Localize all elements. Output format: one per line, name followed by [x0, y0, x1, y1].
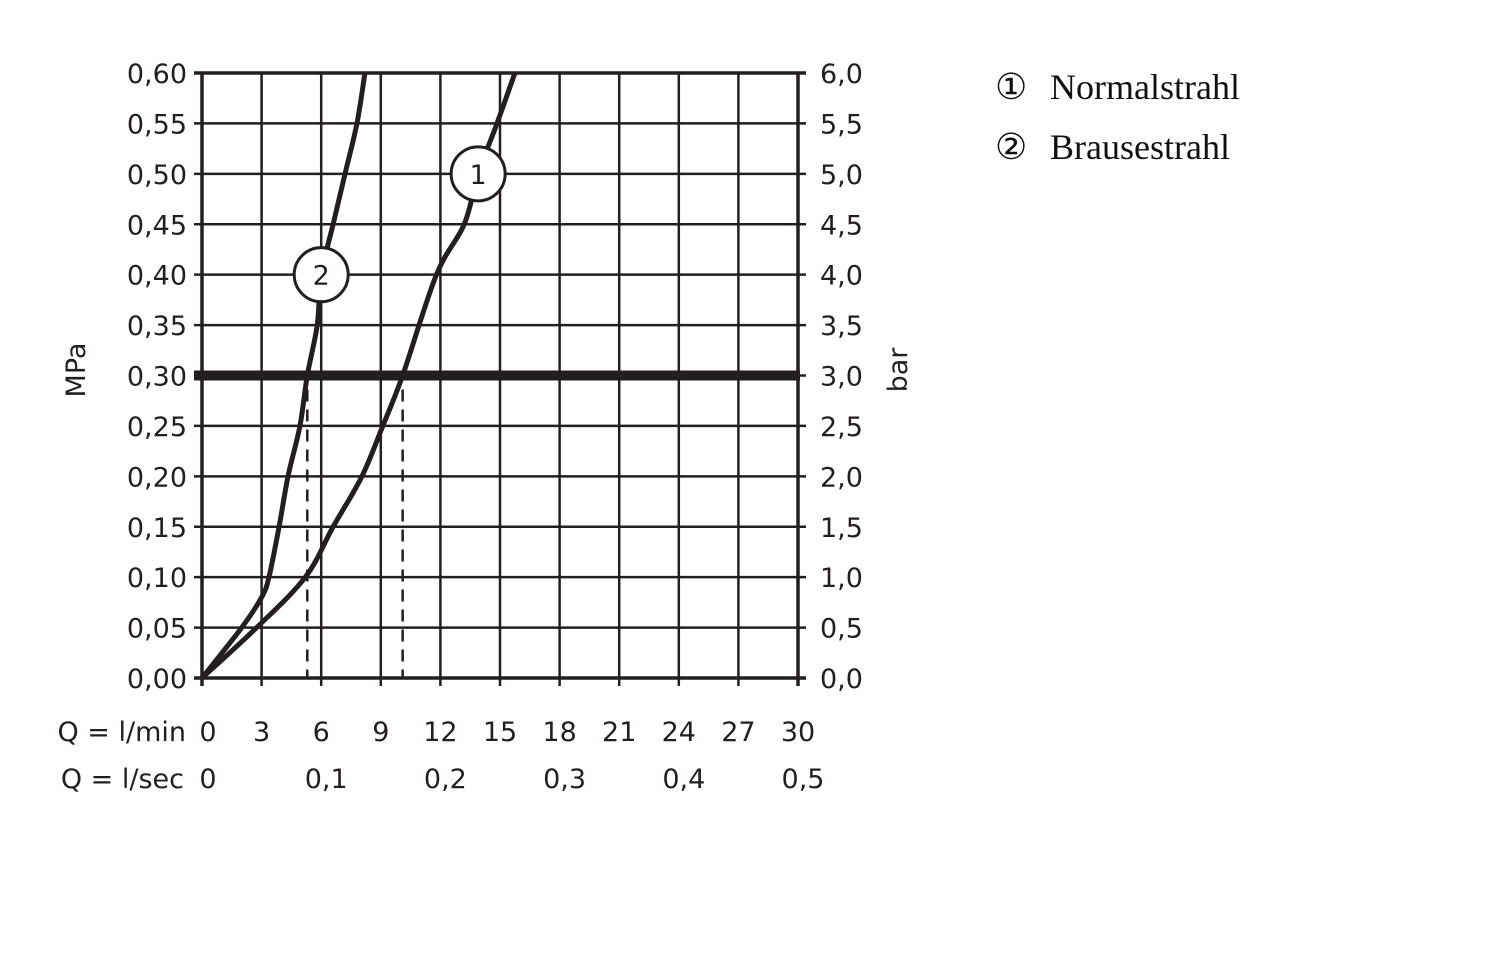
y-tick-label-left: 0,55 [127, 109, 187, 140]
x-tick-label-lsec: 0,5 [782, 764, 825, 795]
y-tick-label-left: 0,15 [127, 513, 187, 544]
series-marker-circle [449, 145, 507, 203]
y-axis-label-left: MPa [61, 343, 92, 398]
y-tick-label-right: 2,0 [820, 462, 863, 493]
series-marker-circle [292, 246, 350, 304]
legend-item-brausestrahl: ② Brausestrahl [995, 127, 1230, 167]
x-tick-label-lmin: 21 [602, 717, 636, 748]
legend-item-normalstrahl: ① Normalstrahl [995, 67, 1240, 107]
y-tick-label-left: 0,45 [127, 210, 187, 241]
y-tick-label-left: 0,60 [127, 59, 187, 90]
x-tick-label-lsec: 0 [199, 764, 216, 795]
y-tick-label-left: 0,35 [127, 311, 187, 342]
y-tick-label-right: 3,0 [820, 362, 863, 393]
y-tick-label-right: 5,5 [820, 109, 863, 140]
y-tick-label-left: 0,40 [127, 261, 187, 292]
legend-label: Brausestrahl [1050, 127, 1230, 167]
x-tick-label-lsec: 0,3 [543, 764, 586, 795]
y-axis-label-right: bar [883, 347, 914, 393]
x-tick-label-lsec: 0,2 [424, 764, 467, 795]
y-tick-label-right: 6,0 [820, 59, 863, 90]
y-tick-label-right: 4,5 [820, 210, 863, 241]
legend-label: Normalstrahl [1050, 67, 1240, 107]
x-tick-label-lmin: 6 [313, 717, 330, 748]
y-tick-label-right: 1,0 [820, 563, 863, 594]
x-tick-label-lsec: 0,1 [305, 764, 348, 795]
x-tick-label-lmin: 12 [423, 717, 457, 748]
y-tick-label-left: 0,50 [127, 160, 187, 191]
y-tick-label-right: 3,5 [820, 311, 863, 342]
y-tick-label-right: 4,0 [820, 261, 863, 292]
chart-marks: 12 [194, 72, 800, 680]
series-marker-label: 1 [470, 160, 487, 191]
y-tick-label-right: 0,0 [820, 664, 863, 695]
legend-marker: ② [995, 127, 1027, 167]
series-marker-2: 2 [292, 246, 350, 304]
x-axis-label-lsec: Q = l/sec [61, 764, 184, 795]
legend-marker: ① [995, 67, 1027, 107]
x-tick-label-lmin: 15 [483, 717, 517, 748]
x-tick-label-lmin: 9 [372, 717, 389, 748]
y-tick-label-left: 0,00 [127, 664, 187, 695]
legend: ① Normalstrahl ② Brausestrahl [995, 67, 1240, 167]
x-tick-label-lmin: 27 [721, 717, 755, 748]
y-tick-label-right: 0,5 [820, 614, 863, 645]
x-tick-label-lmin: 30 [781, 717, 815, 748]
y-tick-label-left: 0,05 [127, 614, 187, 645]
y-tick-label-left: 0,25 [127, 412, 187, 443]
x-tick-label-lmin: 3 [253, 717, 270, 748]
series-marker-label: 2 [313, 261, 330, 292]
x-tick-label-lmin: 24 [662, 717, 696, 748]
y-tick-label-left: 0,20 [127, 462, 187, 493]
y-tick-label-left: 0,10 [127, 563, 187, 594]
y-tick-label-right: 5,0 [820, 160, 863, 191]
x-tick-label-lsec: 0,4 [662, 764, 705, 795]
x-tick-label-lmin: 18 [542, 717, 576, 748]
x-axis-label-lmin: Q = l/min [57, 717, 186, 748]
y-tick-label-right: 1,5 [820, 513, 863, 544]
series-marker-1: 1 [449, 145, 507, 203]
series-line-brausestrahl [200, 72, 368, 680]
x-tick-label-lmin: 0 [199, 717, 216, 748]
y-tick-label-right: 2,5 [820, 412, 863, 443]
y-tick-label-left: 0,30 [127, 362, 187, 393]
